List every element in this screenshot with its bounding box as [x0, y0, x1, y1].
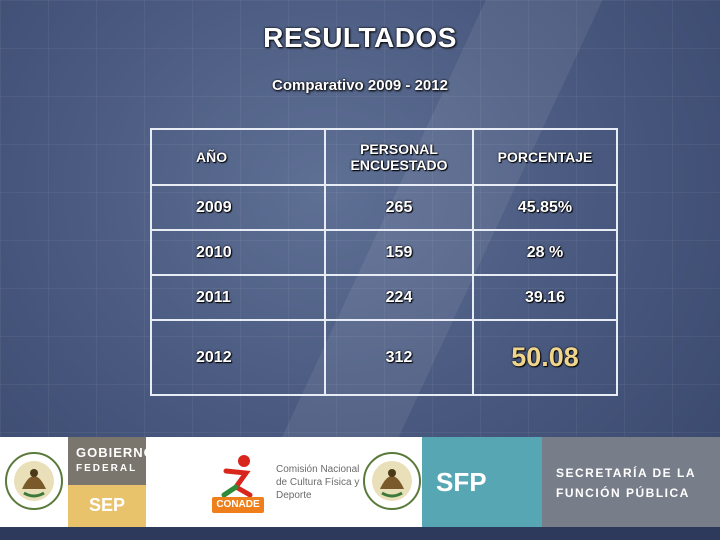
footer-bottom-band — [0, 527, 720, 540]
cell-percent: 45.85% — [472, 183, 618, 232]
sfp-logo: SFP — [422, 437, 542, 527]
cell-staff: 224 — [324, 274, 474, 322]
federal-label: FEDERAL — [76, 463, 138, 474]
sfp-name-box: SECRETARÍA DE LA FUNCIÓN PÚBLICA — [542, 437, 720, 527]
cell-staff: 265 — [324, 183, 474, 232]
sfp-name-line1: SECRETARÍA DE LA — [556, 466, 697, 480]
sep-label: SEP — [88, 495, 126, 515]
conade-text: Comisión Nacional de Cultura Física y De… — [276, 464, 360, 501]
gobierno-federal-sep-logo: GOBIERNO FEDERAL SEP — [68, 437, 154, 527]
header-percent: PORCENTAJE — [472, 128, 618, 186]
footer-logo-bar: GOBIERNO FEDERAL SEP CONADE Comisión Nac… — [0, 437, 720, 527]
conade-runner-icon — [221, 455, 253, 498]
header-staff: PERSONAL ENCUESTADO — [324, 128, 474, 186]
cell-staff: 159 — [324, 229, 474, 277]
cell-year: 2012 — [150, 319, 326, 396]
header-year: AÑO — [150, 128, 326, 186]
conade-label: CONADE — [212, 497, 264, 513]
table-row: 2009 265 45.85% — [150, 183, 618, 232]
results-table: AÑO PERSONAL ENCUESTADO PORCENTAJE 2009 … — [150, 128, 618, 396]
mexico-seal-icon — [363, 452, 421, 510]
cell-year: 2011 — [150, 274, 326, 322]
gobierno-label: GOBIERNO — [76, 445, 155, 460]
table-row: 2010 159 28 % — [150, 229, 618, 277]
table-row: 2012 312 50.08 — [150, 319, 618, 396]
mexico-seal-icon — [5, 452, 63, 510]
cell-year: 2010 — [150, 229, 326, 277]
cell-percent: 39.16 — [472, 274, 618, 322]
sfp-label: SFP — [436, 467, 487, 497]
page-subtitle: Comparativo 2009 - 2012 — [272, 77, 448, 94]
table-header-row: AÑO PERSONAL ENCUESTADO PORCENTAJE — [150, 128, 618, 186]
cell-percent-highlight: 50.08 — [472, 319, 618, 396]
page-title: RESULTADOS — [263, 22, 457, 53]
cell-staff: 312 — [324, 319, 474, 396]
table-row: 2011 224 39.16 — [150, 274, 618, 322]
cell-percent: 28 % — [472, 229, 618, 277]
cell-year: 2009 — [150, 183, 326, 232]
sfp-name-line2: FUNCIÓN PÚBLICA — [556, 486, 690, 500]
